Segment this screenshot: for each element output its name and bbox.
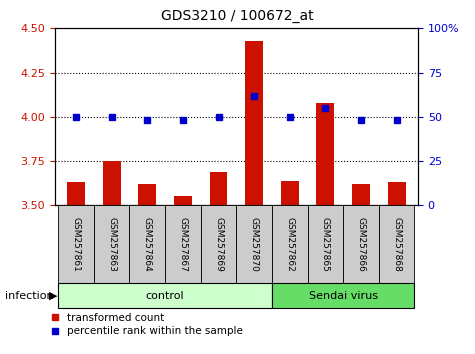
Bar: [129, 205, 165, 283]
Text: GSM257867: GSM257867: [179, 217, 187, 272]
Bar: [343, 205, 379, 283]
Bar: [316, 103, 334, 354]
Text: Sendai virus: Sendai virus: [309, 291, 378, 301]
Bar: [281, 181, 299, 354]
Bar: [174, 196, 192, 354]
Bar: [379, 205, 414, 283]
Legend: transformed count, percentile rank within the sample: transformed count, percentile rank withi…: [50, 313, 243, 336]
Bar: [209, 172, 228, 354]
Bar: [58, 283, 272, 308]
Bar: [103, 161, 121, 354]
Text: GSM257870: GSM257870: [250, 217, 258, 272]
Text: control: control: [146, 291, 184, 301]
Text: GSM257862: GSM257862: [285, 217, 294, 272]
Bar: [308, 205, 343, 283]
Text: GSM257861: GSM257861: [72, 217, 80, 272]
Text: GSM257865: GSM257865: [321, 217, 330, 272]
Bar: [237, 205, 272, 283]
Text: GDS3210 / 100672_at: GDS3210 / 100672_at: [161, 9, 314, 23]
Bar: [138, 184, 156, 354]
Bar: [272, 283, 414, 308]
Bar: [201, 205, 237, 283]
Bar: [94, 205, 129, 283]
Text: GSM257869: GSM257869: [214, 217, 223, 272]
Bar: [245, 41, 263, 354]
Text: GSM257866: GSM257866: [357, 217, 365, 272]
Bar: [165, 205, 200, 283]
Bar: [388, 182, 406, 354]
Bar: [352, 184, 370, 354]
Bar: [272, 205, 308, 283]
Text: GSM257863: GSM257863: [107, 217, 116, 272]
Bar: [58, 205, 94, 283]
Text: infection: infection: [5, 291, 53, 301]
Text: ▶: ▶: [49, 291, 57, 301]
Text: GSM257868: GSM257868: [392, 217, 401, 272]
Bar: [67, 182, 85, 354]
Text: GSM257864: GSM257864: [143, 217, 152, 272]
